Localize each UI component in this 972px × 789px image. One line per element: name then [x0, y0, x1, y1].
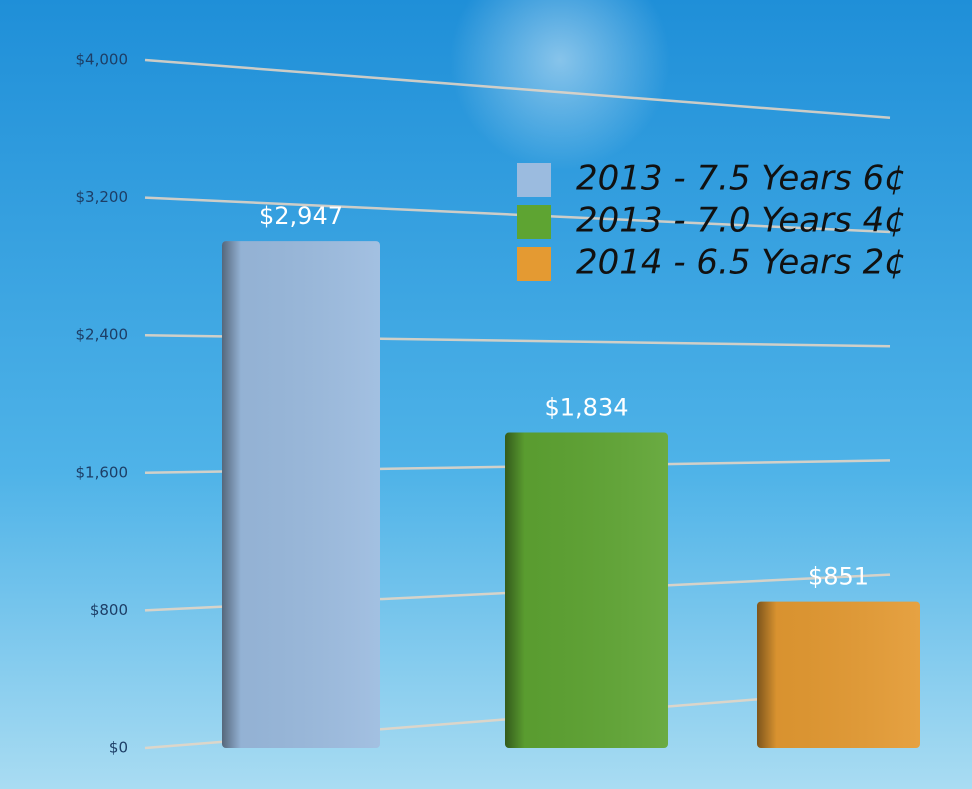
y-tick-label: $1,600 — [76, 463, 129, 481]
legend-swatch — [517, 247, 551, 281]
bar-shading — [757, 601, 920, 748]
value-label: $1,834 — [545, 394, 629, 422]
legend-swatch — [517, 205, 551, 239]
value-label: $2,947 — [259, 202, 343, 230]
legend-label: 2013 - 7.5 Years 6¢ — [576, 159, 906, 199]
legend-swatch — [517, 163, 551, 197]
value-label: $851 — [808, 563, 869, 591]
sun-glow — [450, 0, 670, 170]
legend-label: 2013 - 7.0 Years 4¢ — [576, 201, 906, 241]
y-tick-label: $800 — [90, 601, 128, 619]
y-tick-label: $2,400 — [76, 326, 129, 344]
y-tick-label: $0 — [109, 739, 128, 757]
bar-shading — [222, 241, 380, 748]
grid-line — [144, 58, 891, 120]
bar-shading — [505, 432, 668, 748]
y-tick-label: $3,200 — [76, 188, 129, 206]
legend-label: 2014 - 6.5 Years 2¢ — [576, 243, 906, 283]
y-tick-label: $4,000 — [76, 51, 129, 69]
